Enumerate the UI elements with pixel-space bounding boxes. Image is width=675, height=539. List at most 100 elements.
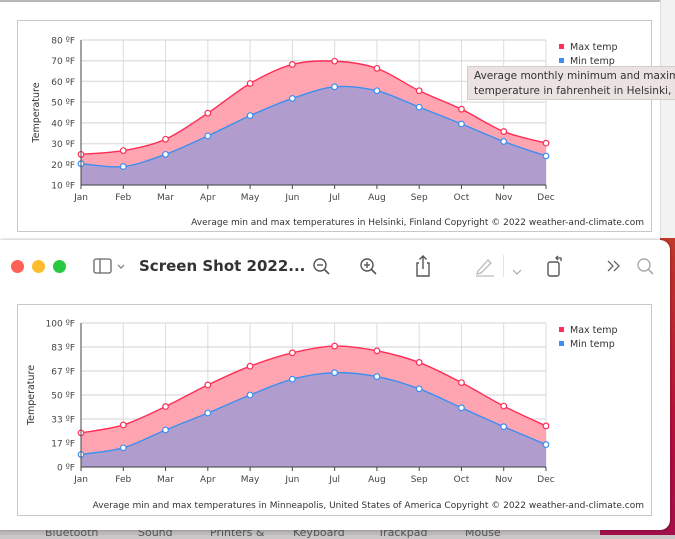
rotate-icon[interactable] [545,254,565,284]
x-tick-label: Dec [537,475,554,485]
max-temp-point [119,147,127,155]
y-tick-label: 80 ºF [51,37,75,47]
toolbar: Screen Shot 2022... [0,240,670,295]
min-temp-point [204,409,212,417]
min-temp-point [162,426,169,434]
x-tick-label: Jul [328,193,340,203]
y-tick-label: 10 ºF [51,182,75,192]
max-temp-line [80,345,547,434]
max-temp-point [500,402,508,410]
x-tick-label: Apr [200,193,216,203]
x-tick-label: Sep [411,193,428,203]
share-icon[interactable] [414,254,432,284]
y-tick-label: 100 ºF [46,320,75,330]
x-tick-label: Nov [495,193,513,203]
legend-max-swatch [559,327,564,332]
window-edge [660,0,675,238]
min-temp-area [81,372,546,467]
x-tick-label: Jul [328,475,340,485]
x-tick-label: Jun [284,475,299,485]
min-temp-point [542,152,550,160]
max-temp-point [288,61,296,68]
x-tick-label: Jan [73,193,88,203]
legend-min-label: Min temp [570,56,615,67]
max-temp-point [162,403,169,410]
legend-min-label: Min temp [570,339,615,350]
max-temp-point [119,421,127,429]
zoom-out-icon[interactable] [312,257,332,283]
minimize-button[interactable] [32,260,45,273]
min-temp-point [415,103,423,111]
min-temp-area [81,86,546,185]
min-temp-point [288,95,296,102]
max-temp-point [373,347,381,355]
close-button[interactable] [11,260,24,273]
x-tick-label: May [241,475,260,485]
legend-max-label: Max temp [570,42,618,53]
max-temp-line [80,60,547,156]
document-title: Screen Shot 2022... [139,257,306,275]
minneapolis-chart: 0 ºF 17 ºF 33 ºF 50 ºF 67 ºF 83 ºF 100 ºF Jan Fe… [26,320,555,486]
y-tick-label: 0 ºF [57,464,75,474]
min-temp-point [119,163,127,170]
markup-chevron-down-icon[interactable] [512,260,522,282]
zoom-button[interactable] [53,260,66,273]
y-tick-label: 83 ºF [51,344,75,354]
y-tick-label: 70 ºF [51,57,75,67]
helsinki-chart: 10 ºF 20 ºF 30 ºF 40 ºF 50 ºF 60 ºF 70 ºF 80 ºF… [31,37,555,204]
zoom-in-icon[interactable] [359,257,379,283]
y-tick-label: 30 ºF [51,140,75,150]
max-temp-point [288,349,296,357]
y-tick-label: 17 ºF [51,439,75,449]
sidebar-icon[interactable] [93,257,125,281]
x-tick-label: Nov [495,475,513,485]
legend-min-swatch [559,341,564,346]
x-tick-label: Oct [454,475,470,485]
legend-min-temp: Min temp [559,339,615,350]
y-tick-label: 67 ºF [51,367,75,377]
max-temp-point [331,342,339,350]
tooltip: Average monthly minimum and maximum temp… [467,66,675,100]
min-temp-point [246,112,254,120]
max-temp-point [204,109,212,117]
y-tick-label: 50 ºF [51,99,75,109]
preview-window: Screen Shot 2022... 0 ºF 17 ºF 33 ºF 50 ºF 6… [0,240,670,530]
min-temp-point [542,441,550,448]
max-temp-point [415,359,423,366]
y-tick-label: 50 ºF [51,392,75,402]
legend-min-swatch [559,58,564,63]
x-tick-label: Jun [284,193,299,203]
max-temp-point [458,379,465,387]
legend-min-temp: Min temp [559,56,615,67]
chart-caption: Average min and max temperatures in Hels… [191,218,644,228]
min-temp-point [331,369,339,377]
legend-max-swatch [559,44,564,49]
min-temp-point [458,120,465,128]
max-temp-point [246,80,254,87]
minneapolis-chart-panel: 0 ºF 17 ºF 33 ºF 50 ºF 67 ºF 83 ºF 100 ºF Jan Fe… [17,304,652,516]
x-tick-label: Aug [368,193,386,203]
min-temp-point [373,373,381,380]
x-tick-label: Apr [200,475,216,485]
tooltip-line-2: temperature in fahrenheit in Helsinki, F… [474,85,675,97]
tooltip-line-1: Average monthly minimum and maximum [474,70,675,82]
max-temp-point [204,381,212,389]
min-temp-line [80,371,547,456]
y-axis-label: Temperature [31,82,42,143]
min-temp-point [500,138,508,145]
x-tick-label: Dec [537,193,554,203]
legend-max-temp: Max temp [559,325,618,336]
max-temp-point [373,64,381,72]
min-temp-point [331,83,339,91]
y-tick-label: 40 ºF [51,119,75,129]
x-tick-label: Aug [368,475,386,485]
chevron-double-right-icon[interactable] [606,258,622,280]
max-temp-point [542,139,550,147]
x-tick-label: Feb [115,475,131,485]
y-tick-label: 20 ºF [51,161,75,171]
max-temp-point [500,128,508,135]
search-icon[interactable] [636,257,656,283]
min-temp-point [458,404,465,412]
x-tick-label: Mar [157,475,174,485]
pencil-icon[interactable] [474,256,496,284]
